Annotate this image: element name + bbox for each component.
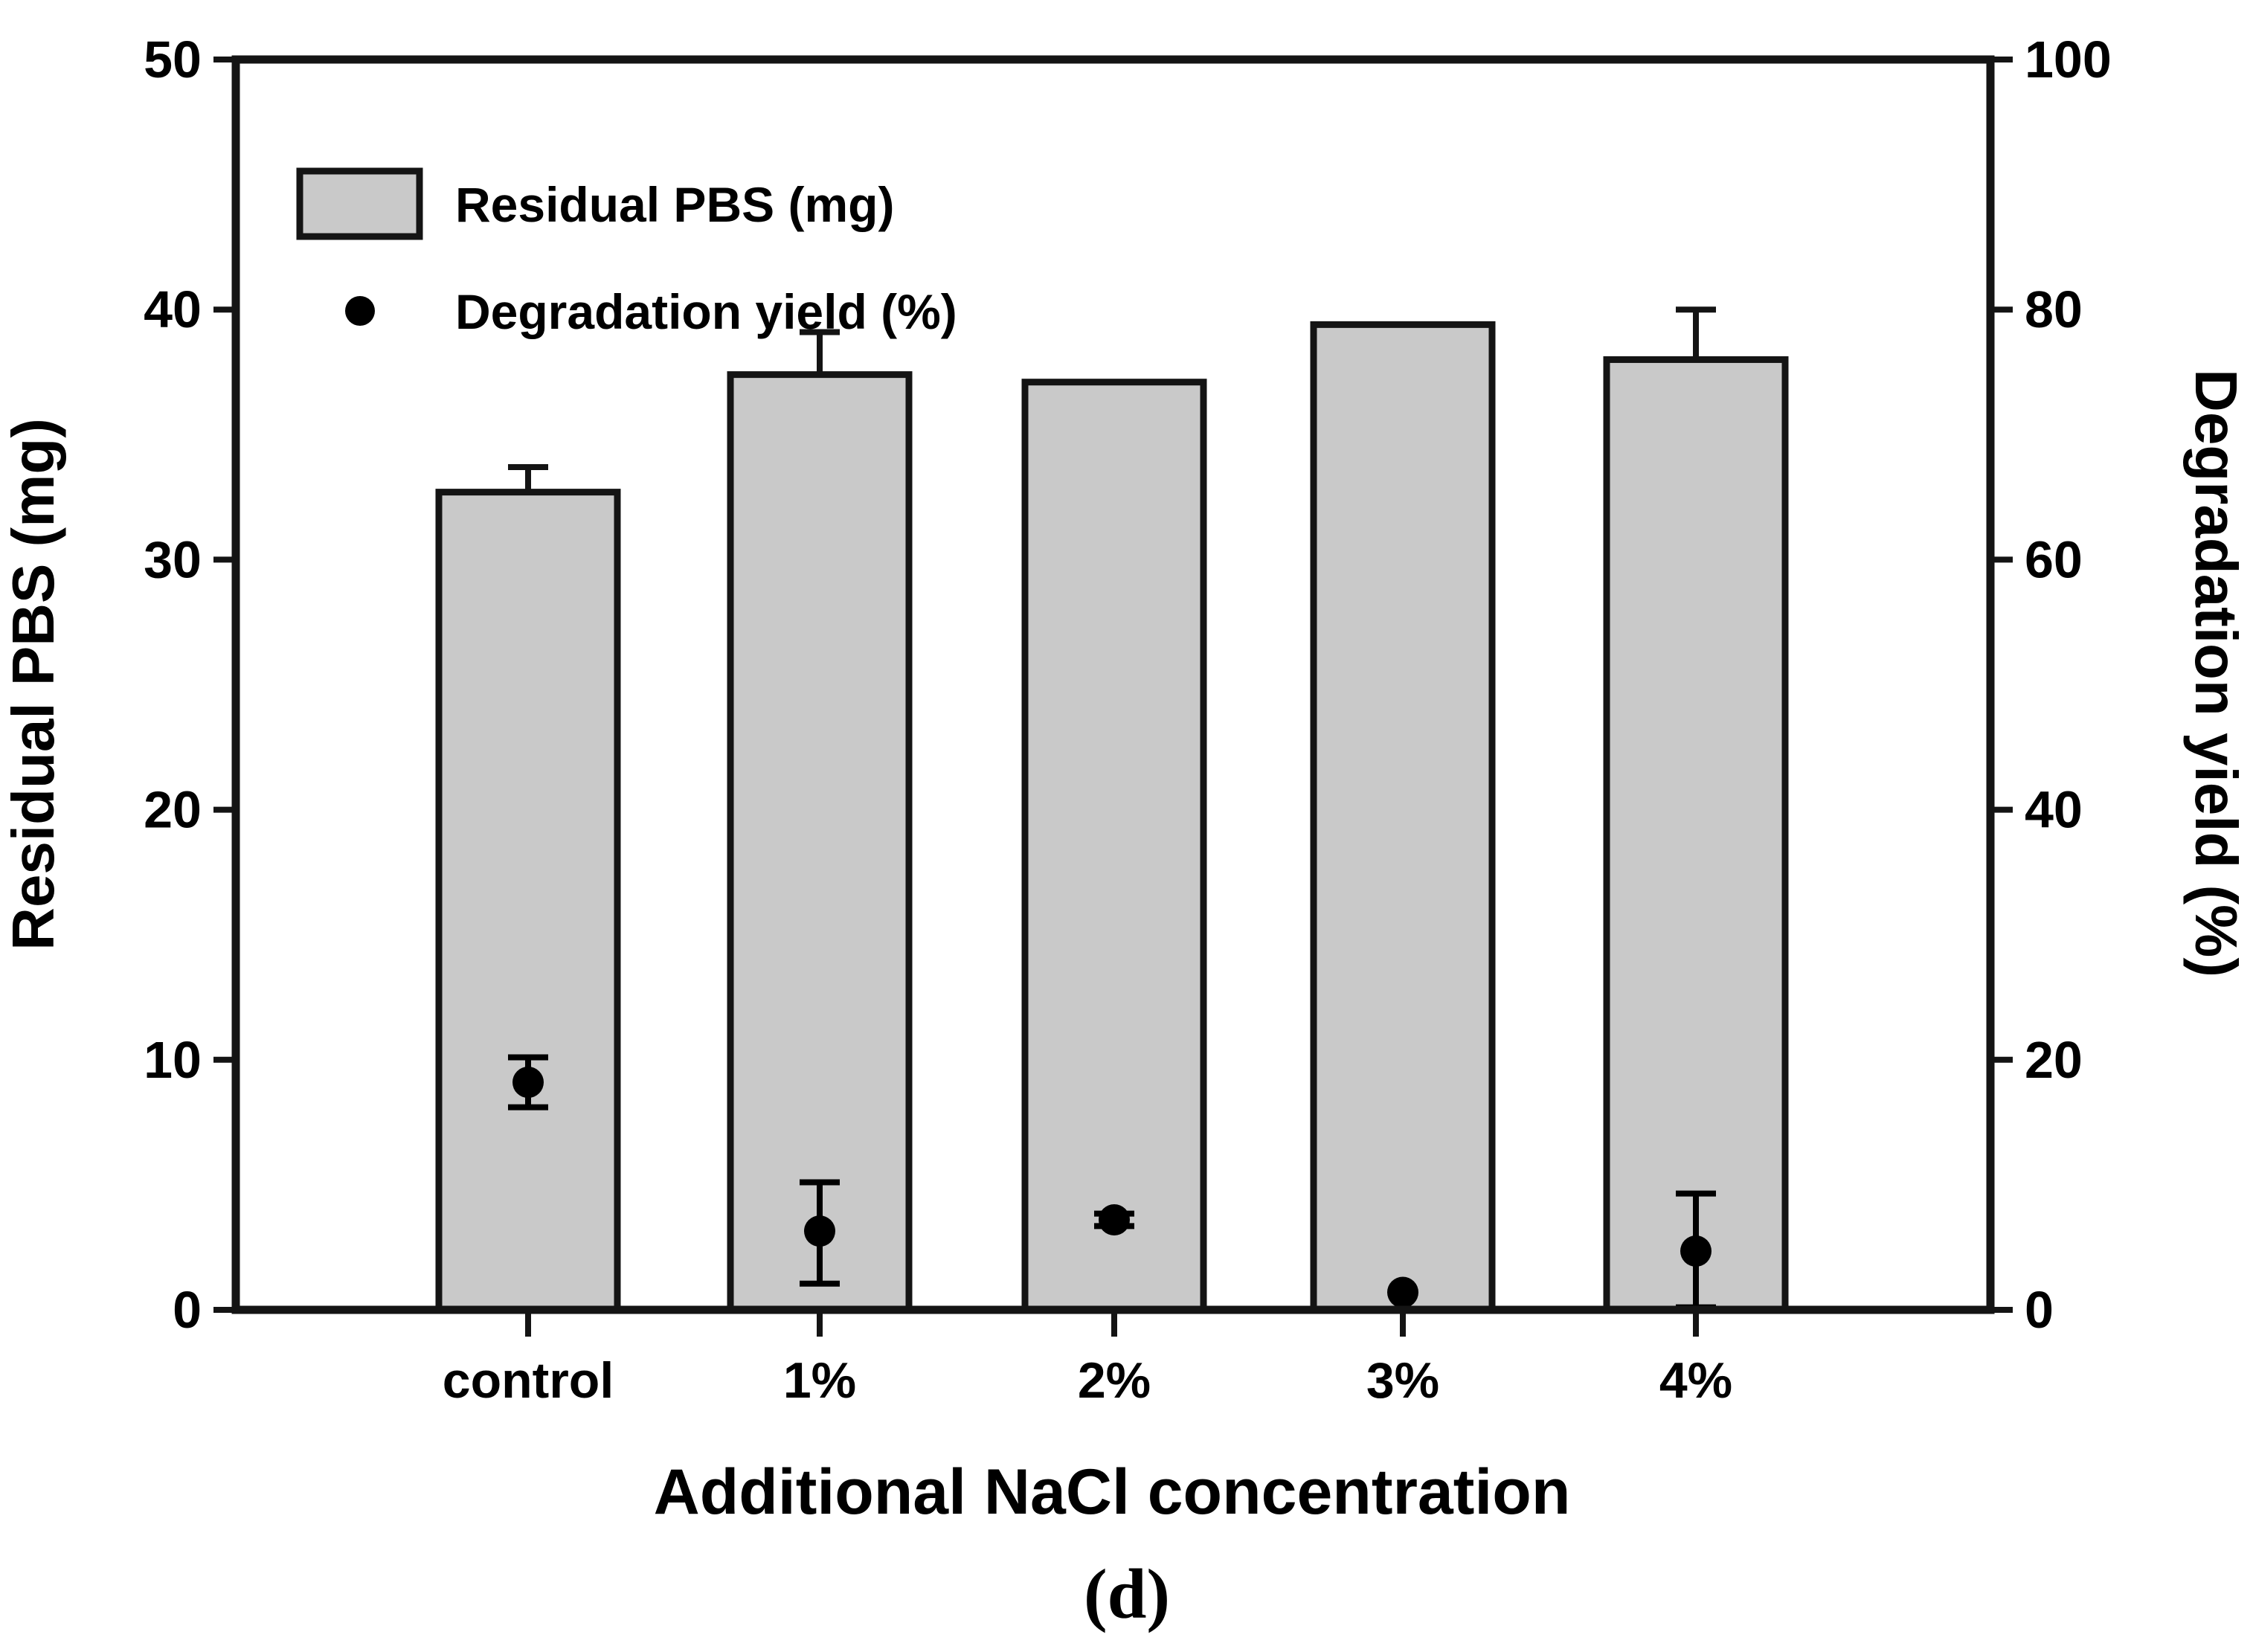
right-axis-tick-label-80: 80: [2025, 280, 2083, 338]
subfigure-caption: (d): [1084, 1555, 1170, 1633]
left-axis-title: Residual PBS (mg): [0, 418, 66, 951]
left-axis-tick-label-0: 0: [173, 1281, 202, 1339]
dot-control: [512, 1067, 544, 1099]
bar-1pct: [727, 371, 913, 1314]
x-axis-tick-label-1pct: 1%: [783, 1352, 856, 1409]
dot-2pct: [1099, 1203, 1130, 1235]
left-axis-tick-label-30: 30: [144, 530, 202, 588]
left-axis-tick-label-50: 50: [144, 30, 202, 89]
bar-control: [435, 489, 621, 1314]
left-axis-tick-label-20: 20: [144, 781, 202, 839]
dot-3pct: [1387, 1276, 1418, 1308]
dot-1pct: [804, 1215, 835, 1247]
bar-3pct: [1310, 321, 1496, 1314]
legend-label-degradation-yield: Degradation yield (%): [455, 284, 957, 339]
bar-4pct: [1603, 356, 1789, 1314]
right-axis-tick-label-20: 20: [2025, 1031, 2083, 1089]
right-axis-tick-label-0: 0: [2025, 1281, 2054, 1339]
x-axis-tick-label-4pct: 4%: [1659, 1352, 1732, 1409]
right-axis-tick-label-40: 40: [2025, 781, 2083, 839]
right-axis-tick-label-100: 100: [2025, 30, 2112, 89]
dot-4pct: [1680, 1235, 1712, 1267]
right-axis-tick-label-60: 60: [2025, 530, 2083, 588]
ticks-layer: 0 10 20 30 40 50 0 20 40 60 80 100 control 1% 2% 3% 4%: [144, 30, 2112, 1409]
legend-bar-swatch: [296, 167, 423, 240]
left-axis-tick-label-10: 10: [144, 1031, 202, 1089]
left-axis-tick-label-40: 40: [144, 280, 202, 338]
bars-layer: [435, 306, 1789, 1314]
legend: Residual PBS (mg) Degradation yield (%): [296, 167, 957, 339]
x-axis-title: Additional NaCl concentration: [654, 1456, 1571, 1528]
legend-label-residual-pbs: Residual PBS (mg): [455, 177, 894, 232]
bar-2pct: [1021, 379, 1207, 1314]
x-axis-tick-label-2pct: 2%: [1078, 1352, 1151, 1409]
legend-dot-swatch: [345, 296, 375, 326]
right-axis-title: Degradation yield (%): [2183, 369, 2249, 977]
x-axis-tick-label-3pct: 3%: [1366, 1352, 1439, 1409]
x-axis-tick-label-control: control: [443, 1352, 614, 1409]
